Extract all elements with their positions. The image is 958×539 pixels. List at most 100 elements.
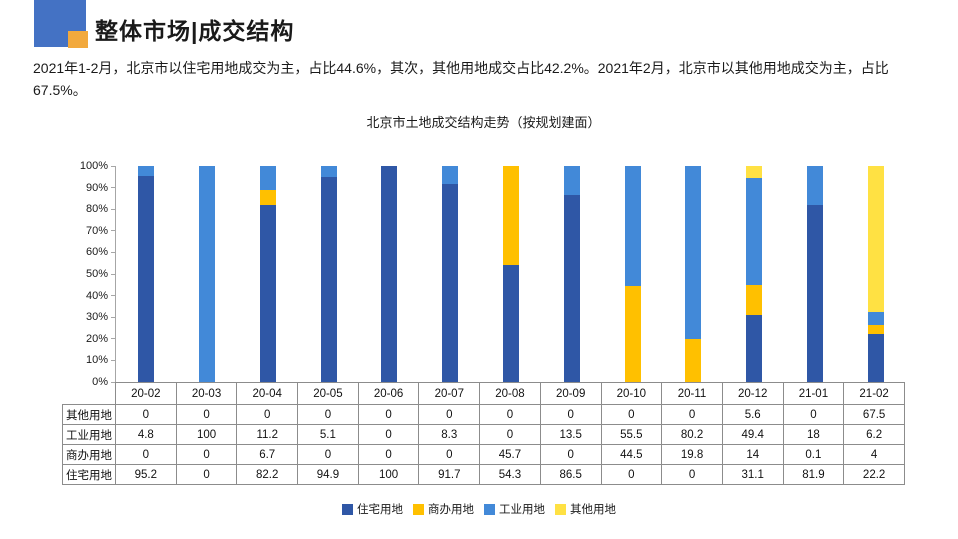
table-row: 住宅用地 95.2 0 82.2 94.9 100 91.7 54.3 86.5 0 0 31.1 81… bbox=[62, 464, 905, 485]
bar bbox=[259, 166, 276, 382]
table-cell: 95.2 bbox=[115, 464, 177, 485]
chart-plot bbox=[111, 165, 906, 383]
table-cell: 86.5 bbox=[539, 464, 602, 485]
bars-group bbox=[116, 166, 906, 382]
legend-swatch bbox=[555, 503, 566, 515]
data-table: 20-02 20-03 20-04 20-05 20-06 20-07 20-08 20-09… bbox=[62, 382, 905, 485]
table-row-header: 商办用地 bbox=[62, 444, 116, 465]
bar-segment bbox=[746, 314, 763, 382]
table-cell: 0 bbox=[479, 404, 541, 425]
table-cell: 4.8 bbox=[115, 424, 177, 445]
bar bbox=[199, 166, 216, 382]
table-col-header: 20-11 bbox=[661, 382, 723, 405]
bar-segment bbox=[685, 166, 702, 340]
y-tick-mark bbox=[111, 187, 115, 189]
bar-segment bbox=[502, 264, 519, 382]
table-cell: 5.6 bbox=[721, 404, 784, 425]
table-cell: 0 bbox=[600, 404, 663, 425]
bar-segment bbox=[138, 166, 155, 177]
bar-segment bbox=[746, 284, 763, 315]
table-cell: 0 bbox=[539, 404, 602, 425]
y-tick-label: 60% bbox=[85, 246, 108, 259]
table-cell: 49.4 bbox=[721, 424, 784, 445]
y-tick-mark bbox=[111, 359, 115, 361]
y-tick-mark bbox=[111, 230, 115, 232]
y-tick-label: 50% bbox=[85, 268, 108, 280]
bar-segment bbox=[259, 166, 276, 191]
table-cell: 0 bbox=[782, 404, 845, 425]
bar bbox=[563, 166, 580, 382]
table-row-header: 其他用地 bbox=[62, 404, 116, 425]
table-cell: 0 bbox=[357, 404, 420, 425]
legend-label: 住宅用地 bbox=[357, 504, 403, 516]
table-cell: 22.2 bbox=[843, 464, 905, 485]
y-tick-label: 90% bbox=[85, 181, 108, 194]
table-row: 商办用地 0 0 6.7 0 0 0 45.7 0 44.5 19.8 14 0.1 4 bbox=[62, 444, 905, 465]
table-cell: 0 bbox=[479, 424, 541, 445]
table-cell: 0 bbox=[115, 444, 177, 465]
bar-segment bbox=[563, 166, 580, 196]
bar-segment bbox=[563, 195, 580, 382]
table-cell: 0 bbox=[175, 444, 238, 465]
summary-text: 2021年1-2月，北京市以住宅用地成交为主，占比44.6%，其次，其他用地成交… bbox=[33, 60, 889, 98]
table-cell: 19.8 bbox=[661, 444, 723, 465]
table-cell: 6.2 bbox=[843, 424, 905, 445]
legend-label: 工业用地 bbox=[499, 504, 545, 516]
legend-swatch bbox=[484, 503, 495, 515]
bar-segment bbox=[867, 325, 884, 334]
bar bbox=[442, 166, 459, 382]
table-cell: 100 bbox=[357, 464, 420, 485]
table-cell: 0 bbox=[115, 404, 177, 425]
bar-slot bbox=[541, 166, 602, 382]
table-cell: 14 bbox=[721, 444, 784, 465]
bar-slot bbox=[116, 166, 177, 382]
legend-swatch bbox=[342, 503, 353, 515]
table-row-header: 工业用地 bbox=[62, 424, 116, 445]
legend-item: 住宅用地 bbox=[342, 501, 403, 517]
table-cell: 82.2 bbox=[236, 464, 299, 485]
bar-slot bbox=[238, 166, 299, 382]
bar bbox=[381, 166, 398, 382]
table-row: 工业用地 4.8 100 11.2 5.1 0 8.3 0 13.5 55.5 80.2 49.4 18… bbox=[62, 424, 905, 445]
table-col-header: 20-10 bbox=[600, 382, 663, 405]
bar-segment bbox=[624, 285, 641, 382]
bar-segment bbox=[138, 176, 155, 382]
bar-segment bbox=[502, 166, 519, 265]
y-tick-mark bbox=[111, 381, 115, 383]
table-col-header: 21-02 bbox=[843, 382, 905, 405]
table-cell: 18 bbox=[782, 424, 845, 445]
table-row-header: 住宅用地 bbox=[62, 464, 116, 485]
y-tick-mark bbox=[111, 273, 115, 275]
table-col-header: 20-05 bbox=[297, 382, 359, 405]
bar-segment bbox=[320, 177, 337, 382]
bar-slot bbox=[724, 166, 785, 382]
y-axis-labels: 0% 10% 20% 30% 40% 50% 60% 70% 80% 90% 100% bbox=[40, 160, 108, 388]
legend-label: 商办用地 bbox=[428, 504, 474, 516]
table-cell: 0 bbox=[175, 464, 238, 485]
table-col-header: 20-02 bbox=[115, 382, 177, 405]
bar bbox=[502, 166, 519, 382]
table-cell: 44.5 bbox=[600, 444, 663, 465]
legend-item: 工业用地 bbox=[484, 501, 545, 517]
table-cell: 0 bbox=[418, 404, 481, 425]
bar-slot bbox=[359, 166, 420, 382]
legend-label: 其他用地 bbox=[570, 504, 616, 516]
table-cell: 0 bbox=[297, 404, 359, 425]
y-tick-mark bbox=[111, 316, 115, 318]
bar-segment bbox=[624, 166, 641, 286]
bar bbox=[320, 166, 337, 382]
table-cell: 8.3 bbox=[418, 424, 481, 445]
table-cell: 0 bbox=[661, 404, 723, 425]
legend-item: 商办用地 bbox=[413, 501, 474, 517]
y-tick-label: 100% bbox=[79, 160, 108, 172]
legend-item: 其他用地 bbox=[555, 501, 616, 517]
bar-segment bbox=[806, 166, 823, 205]
bar bbox=[138, 166, 155, 382]
bar-segment bbox=[867, 334, 884, 382]
table-cell: 54.3 bbox=[479, 464, 541, 485]
table-cell: 0 bbox=[600, 464, 663, 485]
table-category-row: 20-02 20-03 20-04 20-05 20-06 20-07 20-08 20-09… bbox=[63, 382, 905, 405]
table-cell: 0 bbox=[539, 444, 602, 465]
table-cell: 6.7 bbox=[236, 444, 299, 465]
table-cell: 0.1 bbox=[782, 444, 845, 465]
